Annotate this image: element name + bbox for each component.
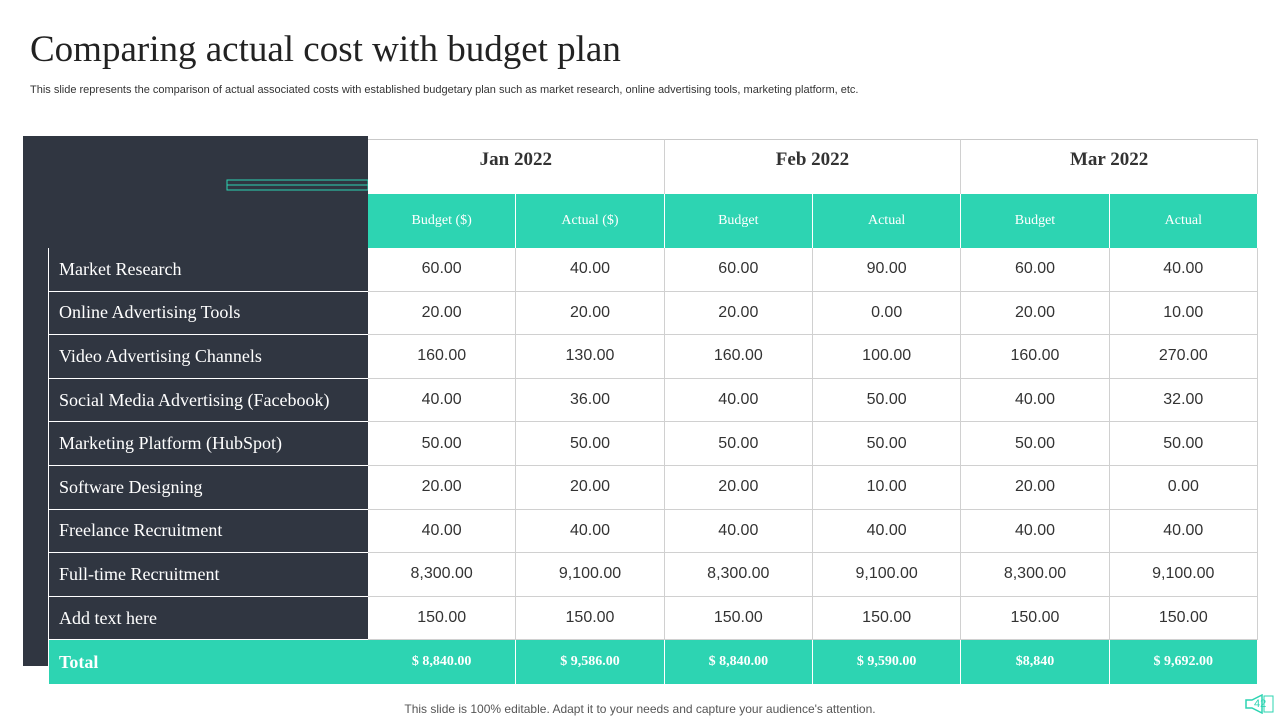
table-cell: 8,300.00	[961, 553, 1110, 597]
table-cell: 50.00	[664, 422, 813, 466]
table-cell: 40.00	[516, 248, 665, 292]
table-cell: 20.00	[516, 466, 665, 510]
table-cell: 40.00	[664, 378, 813, 423]
month-header: Jan 2022	[368, 139, 665, 194]
table-cell: 50.00	[368, 422, 517, 466]
table-cell: 8,300.00	[664, 553, 813, 597]
table-cell: 60.00	[664, 248, 813, 292]
column-header: Budget ($)	[368, 194, 517, 248]
row-label: Social Media Advertising (Facebook)	[48, 378, 368, 423]
table-cell: 20.00	[664, 291, 813, 336]
row-label: Add text here	[48, 596, 368, 641]
table-cell: 20.00	[961, 466, 1110, 510]
row-label: Marketing Platform (HubSpot)	[48, 422, 368, 466]
table-cell: 150.00	[1109, 596, 1258, 641]
table-cell: 50.00	[812, 422, 962, 466]
table-cell: 40.00	[368, 378, 517, 423]
table-cell: 9,100.00	[812, 553, 962, 597]
table-cell: 40.00	[1109, 509, 1258, 554]
table-cell: 36.00	[516, 378, 665, 423]
table-cell: 270.00	[1109, 335, 1258, 379]
column-header: Actual	[1109, 194, 1258, 248]
table-cell: 100.00	[812, 335, 962, 379]
month-header: Mar 2022	[961, 139, 1258, 194]
table-cell: 40.00	[961, 378, 1110, 423]
slide-subtitle: This slide represents the comparison of …	[30, 84, 859, 96]
total-value: $ 9,692.00	[1109, 640, 1258, 684]
row-label: Video Advertising Channels	[48, 335, 368, 379]
table-cell: 50.00	[961, 422, 1110, 466]
total-value: $8,840	[961, 640, 1110, 684]
total-value: $ 9,586.00	[516, 640, 665, 684]
table-cell: 0.00	[1109, 466, 1258, 510]
table-cell: 40.00	[1109, 248, 1258, 292]
table-cell: 9,100.00	[1109, 553, 1258, 597]
table-cell: 20.00	[664, 466, 813, 510]
table-cell: 60.00	[368, 248, 517, 292]
table-cell: 150.00	[516, 596, 665, 641]
table-cell: 50.00	[516, 422, 665, 466]
table-cell: 40.00	[664, 509, 813, 554]
table-cell: 10.00	[812, 466, 962, 510]
table-cell: 160.00	[664, 335, 813, 379]
table-cell: 150.00	[368, 596, 517, 641]
table-cell: 40.00	[516, 509, 665, 554]
slide-footer: This slide is 100% editable. Adapt it to…	[404, 702, 876, 716]
table-cell: 40.00	[961, 509, 1110, 554]
table-cell: 150.00	[664, 596, 813, 641]
table-cell: 40.00	[368, 509, 517, 554]
table-cell: 0.00	[812, 291, 962, 336]
table-cell: 50.00	[812, 378, 962, 423]
row-label: Market Research	[48, 248, 368, 292]
table-cell: 150.00	[812, 596, 962, 641]
table-cell: 8,300.00	[368, 553, 517, 597]
total-value: $ 8,840.00	[664, 640, 813, 684]
table-cell: 150.00	[961, 596, 1110, 641]
row-label: Software Designing	[48, 466, 368, 510]
row-label: Online Advertising Tools	[48, 291, 368, 336]
table-cell: 20.00	[368, 466, 517, 510]
row-label: Freelance Recruitment	[48, 509, 368, 554]
column-header: Actual	[812, 194, 962, 248]
table-cell: 20.00	[516, 291, 665, 336]
column-header: Actual ($)	[516, 194, 665, 248]
table-cell: 20.00	[961, 291, 1110, 336]
table-cell: 40.00	[812, 509, 962, 554]
total-value: $ 9,590.00	[812, 640, 962, 684]
total-label: Total	[48, 640, 368, 684]
megaphone-icon	[1245, 694, 1274, 714]
table-cell: 9,100.00	[516, 553, 665, 597]
table-cell: 20.00	[368, 291, 517, 336]
column-header: Budget	[664, 194, 813, 248]
table-cell: 130.00	[516, 335, 665, 379]
column-header: Budget	[961, 194, 1110, 248]
total-value: $ 8,840.00	[368, 640, 517, 684]
table-cell: 90.00	[812, 248, 962, 292]
row-label: Full-time Recruitment	[48, 553, 368, 597]
table-cell: 50.00	[1109, 422, 1258, 466]
slide-title: Comparing actual cost with budget plan	[30, 29, 621, 70]
page-number: 42	[1254, 698, 1267, 710]
table-cell: 160.00	[368, 335, 517, 379]
table-cell: 160.00	[961, 335, 1110, 379]
table-cell: 32.00	[1109, 378, 1258, 423]
table-cell: 60.00	[961, 248, 1110, 292]
month-header: Feb 2022	[664, 139, 962, 194]
table-cell: 10.00	[1109, 291, 1258, 336]
